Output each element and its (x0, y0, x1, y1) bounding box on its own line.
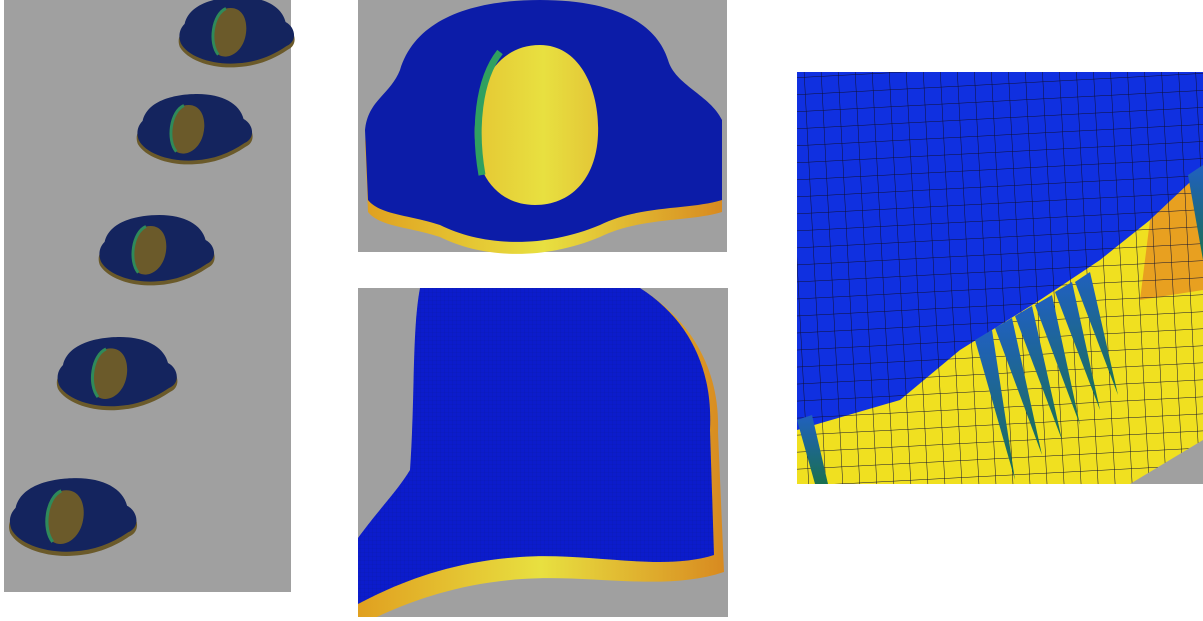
spikes (797, 165, 1203, 484)
mesh (358, 288, 714, 604)
background-corner (1130, 440, 1203, 484)
hole-wall (474, 49, 503, 176)
panel-vertebra (358, 0, 727, 254)
panel-detail (797, 72, 1203, 484)
panel-sequence (4, 0, 297, 592)
vertebra-surface (365, 0, 722, 242)
panel-zoom (358, 288, 728, 617)
